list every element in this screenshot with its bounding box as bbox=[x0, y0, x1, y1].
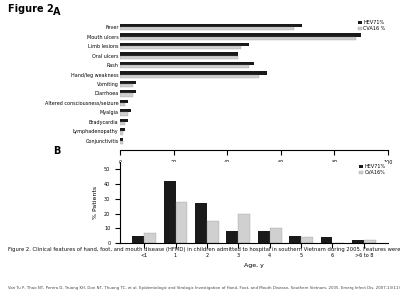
Bar bbox=[120, 56, 238, 58]
Bar bbox=[120, 138, 123, 141]
Bar bbox=[120, 112, 128, 116]
Legend: HEV71%, CVA16%: HEV71%, CVA16% bbox=[359, 164, 386, 175]
Bar bbox=[120, 65, 249, 68]
Bar bbox=[120, 27, 294, 30]
Bar bbox=[120, 122, 125, 125]
Bar bbox=[132, 236, 144, 243]
Bar bbox=[320, 237, 332, 243]
Bar bbox=[120, 24, 302, 27]
Bar bbox=[120, 119, 128, 122]
Bar bbox=[120, 94, 134, 97]
Bar bbox=[207, 221, 219, 243]
Bar bbox=[352, 240, 364, 243]
Bar bbox=[120, 52, 238, 56]
Text: Figure 2. Clinical features of hand, foot, and mouth disease (HFMD) in children : Figure 2. Clinical features of hand, foo… bbox=[8, 248, 400, 253]
Bar bbox=[120, 84, 134, 87]
X-axis label: % Patients: % Patients bbox=[238, 170, 270, 175]
Bar bbox=[120, 100, 128, 103]
Bar bbox=[120, 131, 123, 134]
Text: Van Tu P, Thao NT, Perera D, Truong KH, Don NT, Thuong TC, et al. Epidemiologic : Van Tu P, Thao NT, Perera D, Truong KH, … bbox=[8, 286, 400, 290]
Bar bbox=[301, 237, 313, 243]
Bar bbox=[195, 203, 207, 243]
Bar bbox=[120, 141, 123, 144]
Bar bbox=[120, 37, 356, 40]
Bar bbox=[120, 110, 131, 112]
Bar bbox=[120, 128, 125, 131]
Bar bbox=[144, 233, 156, 243]
Bar bbox=[120, 34, 361, 37]
Bar bbox=[120, 71, 267, 74]
Legend: HEV71%, CVA16 %: HEV71%, CVA16 % bbox=[358, 20, 386, 32]
Bar bbox=[120, 43, 249, 46]
Text: B: B bbox=[53, 146, 60, 155]
Y-axis label: % Patients: % Patients bbox=[94, 186, 98, 219]
Bar bbox=[258, 231, 270, 243]
Bar bbox=[238, 214, 250, 243]
Bar bbox=[364, 240, 376, 243]
Bar bbox=[120, 103, 125, 106]
Bar bbox=[120, 74, 259, 77]
Bar bbox=[120, 81, 136, 84]
Bar bbox=[289, 236, 301, 243]
Bar bbox=[176, 202, 188, 243]
Bar bbox=[164, 181, 176, 243]
Text: A: A bbox=[53, 7, 60, 17]
Bar bbox=[120, 91, 136, 94]
Bar bbox=[120, 46, 241, 49]
Bar bbox=[270, 228, 282, 243]
Bar bbox=[226, 231, 238, 243]
Bar bbox=[120, 62, 254, 65]
Text: Figure 2: Figure 2 bbox=[8, 4, 54, 14]
X-axis label: Age, y: Age, y bbox=[244, 263, 264, 268]
